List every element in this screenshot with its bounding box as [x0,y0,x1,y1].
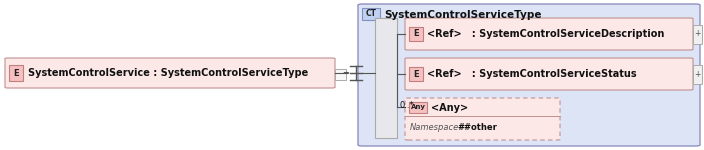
Bar [335,69,346,80]
FancyBboxPatch shape [405,58,693,90]
Text: Any: Any [410,105,425,111]
Circle shape [344,73,348,74]
Text: <Ref>   : SystemControlServiceStatus: <Ref> : SystemControlServiceStatus [427,69,636,79]
Text: <Any>: <Any> [431,103,468,113]
Bar [409,102,427,113]
Text: E: E [413,30,419,39]
FancyBboxPatch shape [5,58,335,88]
Text: SystemControlServiceType: SystemControlServiceType [384,10,541,20]
FancyBboxPatch shape [358,4,700,146]
Bar [409,67,423,81]
Text: E: E [13,69,19,78]
Text: SystemControlService : SystemControlServiceType: SystemControlService : SystemControlServ… [28,68,308,78]
Text: ##other: ##other [457,123,497,132]
Text: 0..*: 0..* [399,102,414,111]
Text: Namespace: Namespace [410,123,459,132]
Text: E: E [413,69,419,78]
FancyBboxPatch shape [405,98,560,140]
Bar [9,65,23,81]
Bar [362,8,380,20]
FancyBboxPatch shape [405,18,693,50]
Bar [409,27,423,41]
Bar [375,18,397,138]
Bar [693,65,702,84]
Bar [693,25,702,44]
Text: +: + [694,30,700,39]
Text: <Ref>   : SystemControlServiceDescription: <Ref> : SystemControlServiceDescription [427,29,665,39]
Text: +: + [694,69,700,78]
Text: CT: CT [365,9,377,18]
